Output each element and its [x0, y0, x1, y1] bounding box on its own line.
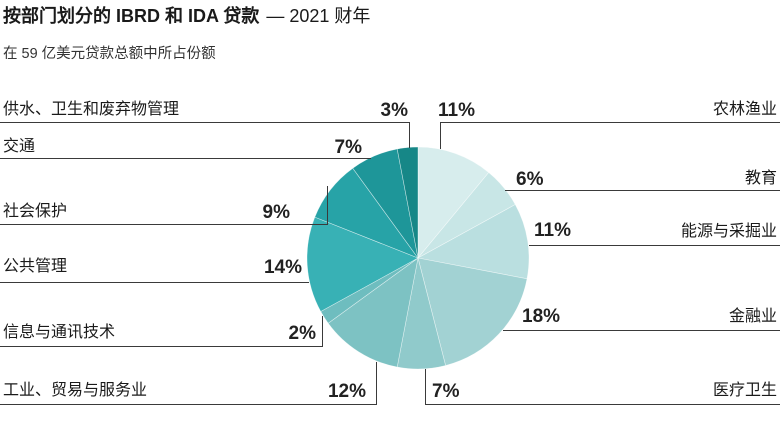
sector-label-transportation: 交通	[3, 137, 35, 155]
slice-label-industry-trade-services: 工业、贸易与服务业 12%	[0, 362, 377, 405]
slice-label-health: 7% 医疗卫生	[425, 369, 780, 405]
slice-label-transportation: 交通 7%	[0, 137, 371, 159]
sector-label-industry-trade-services: 工业、贸易与服务业	[3, 381, 147, 399]
slice-label-finance: 18% 金融业	[503, 306, 780, 331]
percent-label-industry-trade-services: 12%	[328, 381, 366, 402]
sector-label-finance: 金融业	[729, 307, 777, 325]
pie-slice-finance	[417, 257, 528, 366]
leader-line-ict	[0, 316, 323, 347]
sector-label-water-sanitation-waste: 供水、卫生和废弃物管理	[3, 100, 179, 118]
percent-label-energy-extractives: 11%	[534, 220, 571, 241]
percent-label-water-sanitation-waste: 3%	[381, 100, 409, 121]
chart-subtitle: 在 59 亿美元贷款总额中所占份额	[3, 45, 216, 62]
pie	[306, 146, 530, 370]
slice-label-agriculture-fishing-forestry: 11% 农林渔业	[438, 100, 780, 149]
sector-label-agriculture-fishing-forestry: 农林渔业	[713, 100, 777, 118]
percent-label-ict: 2%	[289, 323, 317, 344]
pie-slice-industry-trade-services	[327, 257, 419, 368]
slice-label-education: 6% 教育	[505, 169, 780, 191]
sector-label-education: 教育	[745, 169, 777, 187]
sector-label-social-protection: 社会保护	[3, 202, 67, 220]
pie-slice-public-administration	[306, 216, 419, 312]
sector-label-energy-extractives: 能源与采掘业	[681, 222, 777, 240]
slice-label-water-sanitation-waste: 供水、卫生和废弃物管理 3%	[0, 100, 410, 148]
leader-line-industry-trade-services	[0, 362, 377, 405]
percent-label-transportation: 7%	[335, 137, 363, 158]
slice-label-public-administration: 公共管理 14%	[0, 257, 309, 283]
percent-label-health: 7%	[432, 381, 460, 402]
slice-label-ict: 信息与通讯技术 2%	[0, 316, 323, 347]
leader-line-health	[425, 369, 780, 405]
slice-label-social-protection: 社会保护 9%	[0, 186, 328, 225]
percent-label-public-administration: 14%	[264, 257, 302, 278]
chart-title-year: — 2021 财年	[266, 6, 370, 26]
pie-slice-water-sanitation-waste	[396, 146, 419, 259]
percent-label-social-protection: 9%	[263, 202, 291, 223]
sector-label-public-administration: 公共管理	[3, 257, 67, 275]
leader-line-social-protection	[0, 186, 328, 225]
sector-label-health: 医疗卫生	[713, 381, 777, 399]
pie-slice-agriculture-fishing-forestry	[417, 146, 490, 259]
chart-title: 按部门划分的 IBRD 和 IDA 贷款 — 2021 财年	[3, 5, 370, 26]
percent-label-finance: 18%	[522, 306, 560, 327]
pie-slice-energy-extractives	[417, 204, 530, 280]
percent-label-agriculture-fishing-forestry: 11%	[438, 100, 475, 121]
leader-line-water-sanitation-waste	[0, 122, 410, 148]
slice-label-energy-extractives: 11% 能源与采掘业	[529, 220, 780, 246]
sector-label-ict: 信息与通讯技术	[3, 323, 115, 341]
percent-label-education: 6%	[516, 169, 544, 190]
chart-title-main: 按部门划分的 IBRD 和 IDA 贷款	[3, 5, 260, 26]
leader-line-agriculture-fishing-forestry	[440, 122, 780, 149]
